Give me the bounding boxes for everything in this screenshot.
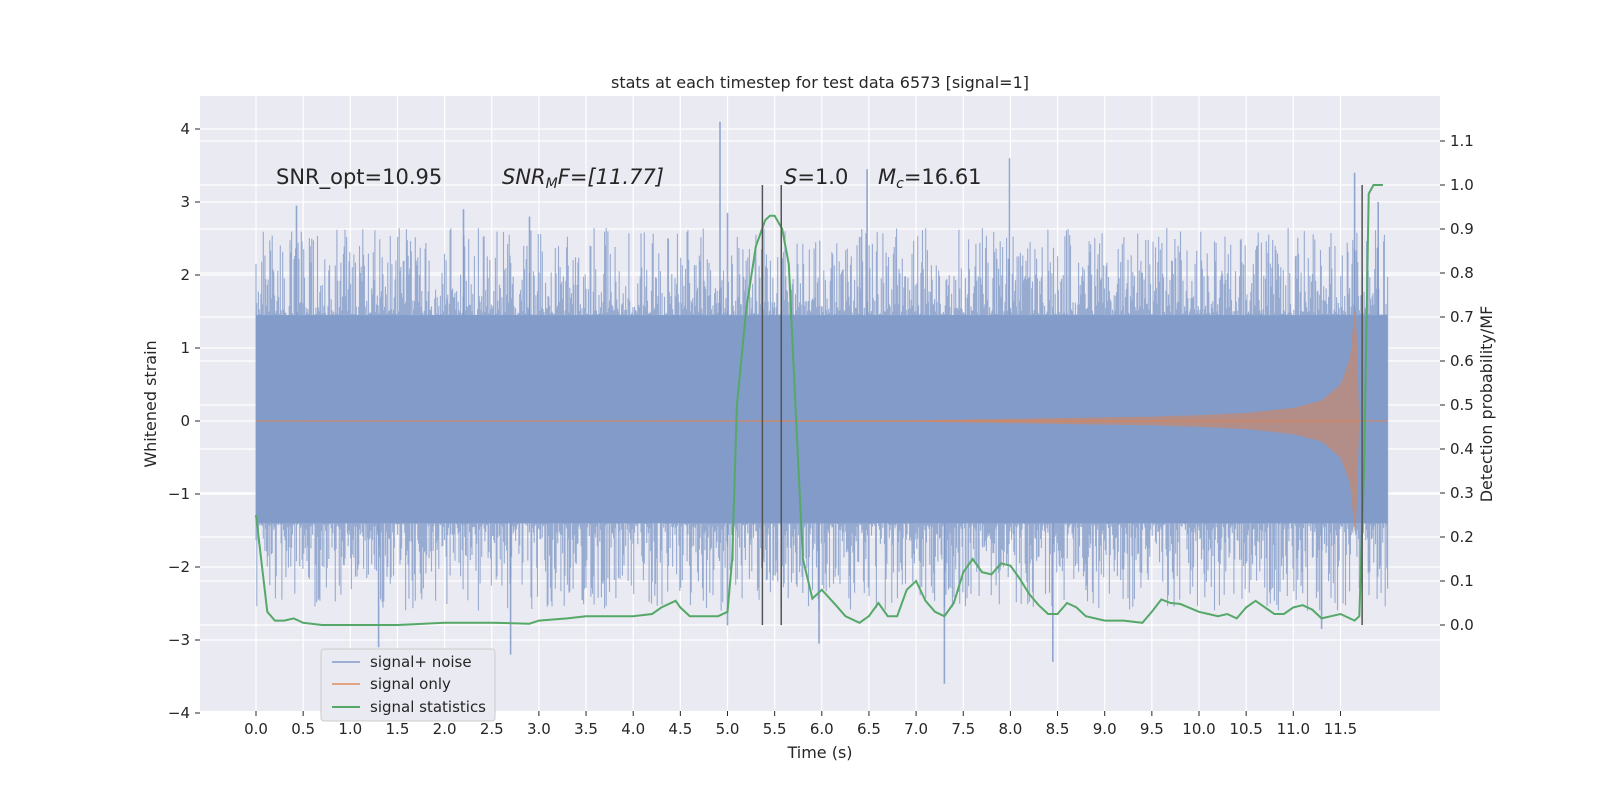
- y-right-tick-label: 0.9: [1450, 220, 1474, 238]
- x-tick-label: 7.5: [951, 720, 975, 738]
- annotation-snr-opt: SNR_opt=10.95: [276, 165, 442, 190]
- legend-box: [320, 648, 496, 722]
- x-tick-label: 0.0: [244, 720, 268, 738]
- signal-noise-peaks: [295, 121, 1379, 684]
- y-tick-label: −2: [168, 558, 190, 576]
- y-axis-right-ticks: 0.0 0.1 0.2 0.3 0.4 0.5 0.6 0.7 0.8 0.9 1.0 1.1: [1440, 132, 1474, 634]
- y-tick-label: −1: [168, 485, 190, 503]
- x-tick-label: 1.0: [338, 720, 362, 738]
- legend: signal+ noise signal only signal statist…: [320, 648, 496, 722]
- y-right-tick-label: 0.8: [1450, 264, 1474, 282]
- annotation-mc: Mc=16.61: [878, 165, 982, 192]
- series-signal-only: [256, 303, 1388, 539]
- y-right-tick-label: 0.4: [1450, 440, 1474, 458]
- x-tick-label: 2.5: [480, 720, 504, 738]
- y-right-tick-label: 0.2: [1450, 528, 1474, 546]
- annotation-snr-mf-f: F=[11.77]: [558, 165, 664, 189]
- legend-label-signal-only: signal only: [370, 675, 451, 693]
- x-tick-label: 8.0: [998, 720, 1022, 738]
- x-tick-label: 2.0: [433, 720, 457, 738]
- x-tick-label: 3.5: [574, 720, 598, 738]
- y-right-tick-label: 0.7: [1450, 308, 1474, 326]
- y-right-tick-label: 0.0: [1450, 616, 1474, 634]
- y-right-tick-label: 0.5: [1450, 396, 1474, 414]
- x-tick-label: 0.5: [291, 720, 315, 738]
- x-tick-label: 4.0: [621, 720, 645, 738]
- x-tick-label: 5.0: [716, 720, 740, 738]
- x-tick-label: 4.5: [668, 720, 692, 738]
- x-tick-label: 10.5: [1229, 720, 1262, 738]
- annotation-mc-sub: c: [896, 176, 904, 192]
- annotation-s-main: S: [784, 165, 797, 189]
- y-tick-label: 2: [180, 266, 190, 284]
- x-tick-label: 5.5: [763, 720, 787, 738]
- annotation-snr-mf-sub: M: [546, 176, 558, 192]
- y-right-tick-label: 1.0: [1450, 176, 1474, 194]
- vertical-markers: [761, 185, 1363, 625]
- annotation-mc-value: =16.61: [904, 165, 982, 189]
- series-signal-statistics: [255, 184, 1383, 626]
- x-tick-label: 9.5: [1140, 720, 1164, 738]
- y-tick-label: 0: [180, 412, 190, 430]
- x-tick-label: 10.0: [1182, 720, 1215, 738]
- y-tick-label: −4: [168, 704, 190, 722]
- annotation-mc-main: M: [878, 165, 896, 189]
- y-tick-label: 1: [180, 339, 190, 357]
- x-tick-label: 1.5: [386, 720, 410, 738]
- y-tick-label: −3: [168, 631, 190, 649]
- y-axis-left-label: Whitened strain: [141, 340, 160, 467]
- y-right-tick-label: 0.6: [1450, 352, 1474, 370]
- annotation-s: S=1.0: [784, 165, 848, 189]
- x-axis-label: Time (s): [786, 743, 852, 762]
- x-tick-label: 3.0: [527, 720, 551, 738]
- y-right-tick-label: 0.3: [1450, 484, 1474, 502]
- annotation-snr-mf-main: SNR: [502, 165, 546, 189]
- y-axis-left-ticks: −4 −3 −2 −1 0 1 2 3 4: [168, 120, 200, 722]
- x-tick-label: 8.5: [1046, 720, 1070, 738]
- y-right-tick-label: 0.1: [1450, 572, 1474, 590]
- annotation-snr-mf: SNRMF=[11.77]: [502, 165, 664, 192]
- annotation-s-value: =1.0: [797, 165, 848, 189]
- y-right-tick-label: 1.1: [1450, 132, 1474, 150]
- x-tick-label: 9.0: [1093, 720, 1117, 738]
- signal-statistics-line: [255, 184, 1383, 626]
- x-axis-ticks: 0.0 0.5 1.0 1.5 2.0 2.5 3.0 3.5 4.0 4.5 5.0 5.5 6.0 6…: [244, 711, 1357, 738]
- x-tick-label: 7.0: [904, 720, 928, 738]
- chart-title: stats at each timestep for test data 657…: [611, 73, 1029, 92]
- x-tick-label: 6.5: [857, 720, 881, 738]
- legend-label-signal-noise: signal+ noise: [370, 653, 472, 671]
- x-tick-label: 6.0: [810, 720, 834, 738]
- x-tick-label: 11.5: [1324, 720, 1357, 738]
- x-tick-label: 11.0: [1277, 720, 1310, 738]
- y-tick-label: 3: [180, 193, 190, 211]
- legend-label-signal-statistics: signal statistics: [370, 698, 486, 716]
- y-axis-right-label: Detection probability/MF: [1477, 306, 1496, 503]
- y-tick-label: 4: [180, 120, 190, 138]
